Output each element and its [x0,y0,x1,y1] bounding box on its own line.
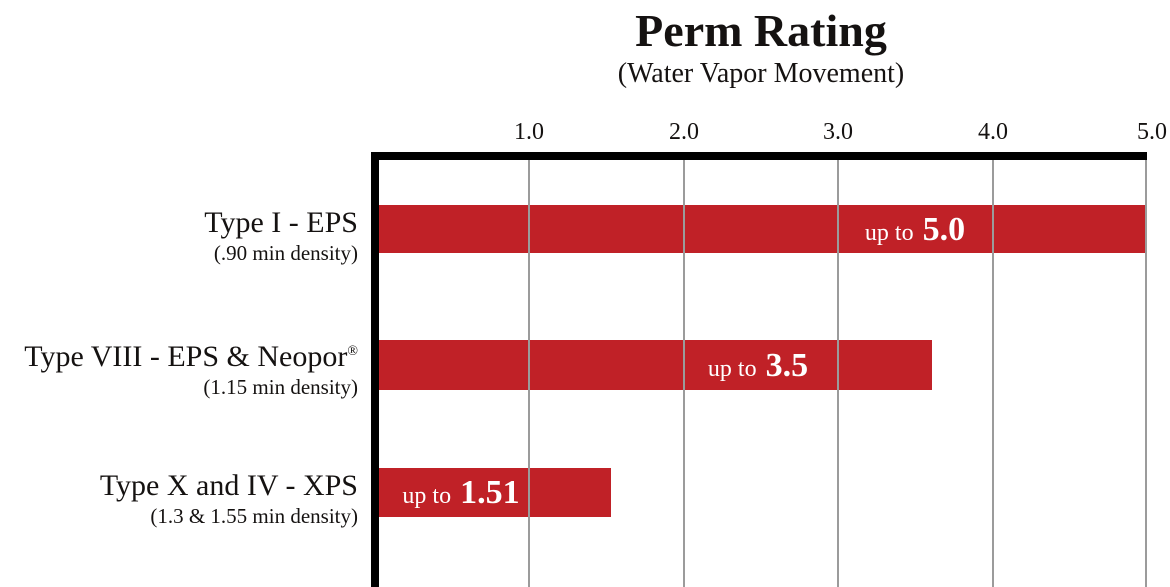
registered-mark: ® [347,344,358,359]
gridline-1 [528,160,530,587]
bar-value-label-type-i-eps: up to 5.0 [865,211,965,249]
plot-area [379,160,1147,587]
category-main-label: Type I - EPS [204,206,358,239]
bar-label-value: 1.51 [460,474,520,511]
bar-type-i-eps [379,205,1147,253]
gridline-5 [1145,160,1147,587]
chart-subtitle: (Water Vapor Movement) [617,58,905,89]
category-text: Type I - EPS [204,206,358,239]
gridline-2 [683,160,685,587]
x-tick-label-1: 1.0 [514,119,544,145]
category-text: Type VIII - EPS & Neopor [24,340,348,373]
category-sublabel: (1.15 min density) [203,375,358,399]
bar-label-prefix: up to [864,220,914,246]
bar-type-x-iv-xps [379,468,611,517]
x-tick-label-3: 3.0 [823,119,853,145]
bar-label-prefix: up to [402,483,452,509]
bar-type-viii-eps-neopor [379,340,932,390]
bar-label-value: 5.0 [922,211,966,248]
category-label-type-i-eps: Type I - EPS (.90 min density) [204,206,358,265]
category-label-type-viii: Type VIII - EPS & Neopor® (1.15 min dens… [24,340,358,399]
x-tick-label-5: 5.0 [1137,119,1167,145]
category-main-label: Type VIII - EPS & Neopor® [24,340,358,373]
gridline-4 [992,160,994,587]
bar-label-prefix: up to [707,356,757,382]
category-text: Type X and IV - XPS [99,469,358,502]
bar-value-label-type-viii: up to 3.5 [708,347,808,385]
x-tick-label-4: 4.0 [978,119,1008,145]
category-label-type-x-iv: Type X and IV - XPS (1.3 & 1.55 min dens… [100,469,358,528]
chart-title: Perm Rating [635,5,887,56]
x-tick-label-2: 2.0 [669,119,699,145]
gridline-3 [837,160,839,587]
category-sublabel: (.90 min density) [213,241,358,265]
category-main-label: Type X and IV - XPS [100,469,358,502]
bar-label-value: 3.5 [765,347,809,384]
category-sublabel: (1.3 & 1.55 min density) [150,504,358,528]
y-axis-line [371,152,379,587]
bar-value-label-type-x-iv: up to 1.51 [402,474,519,512]
x-axis-line [371,152,1147,160]
